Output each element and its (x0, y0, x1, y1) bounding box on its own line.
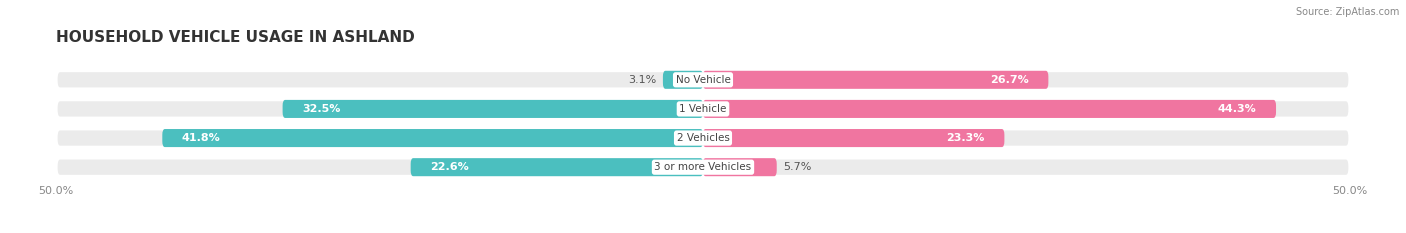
FancyBboxPatch shape (56, 158, 1350, 176)
Text: 3.1%: 3.1% (628, 75, 657, 85)
FancyBboxPatch shape (283, 100, 703, 118)
Text: 26.7%: 26.7% (990, 75, 1029, 85)
Text: 3 or more Vehicles: 3 or more Vehicles (654, 162, 752, 172)
FancyBboxPatch shape (662, 71, 703, 89)
Text: 1 Vehicle: 1 Vehicle (679, 104, 727, 114)
FancyBboxPatch shape (703, 129, 1004, 147)
Text: 22.6%: 22.6% (430, 162, 468, 172)
FancyBboxPatch shape (703, 100, 1277, 118)
FancyBboxPatch shape (411, 158, 703, 176)
FancyBboxPatch shape (56, 100, 1350, 118)
FancyBboxPatch shape (703, 158, 776, 176)
Text: 32.5%: 32.5% (302, 104, 340, 114)
Text: HOUSEHOLD VEHICLE USAGE IN ASHLAND: HOUSEHOLD VEHICLE USAGE IN ASHLAND (56, 30, 415, 45)
Text: 41.8%: 41.8% (181, 133, 221, 143)
Text: 23.3%: 23.3% (946, 133, 986, 143)
Text: Source: ZipAtlas.com: Source: ZipAtlas.com (1295, 7, 1399, 17)
Text: 44.3%: 44.3% (1218, 104, 1257, 114)
Text: 2 Vehicles: 2 Vehicles (676, 133, 730, 143)
FancyBboxPatch shape (703, 71, 1049, 89)
FancyBboxPatch shape (56, 129, 1350, 147)
FancyBboxPatch shape (56, 71, 1350, 89)
Text: 5.7%: 5.7% (783, 162, 811, 172)
Text: No Vehicle: No Vehicle (675, 75, 731, 85)
FancyBboxPatch shape (162, 129, 703, 147)
